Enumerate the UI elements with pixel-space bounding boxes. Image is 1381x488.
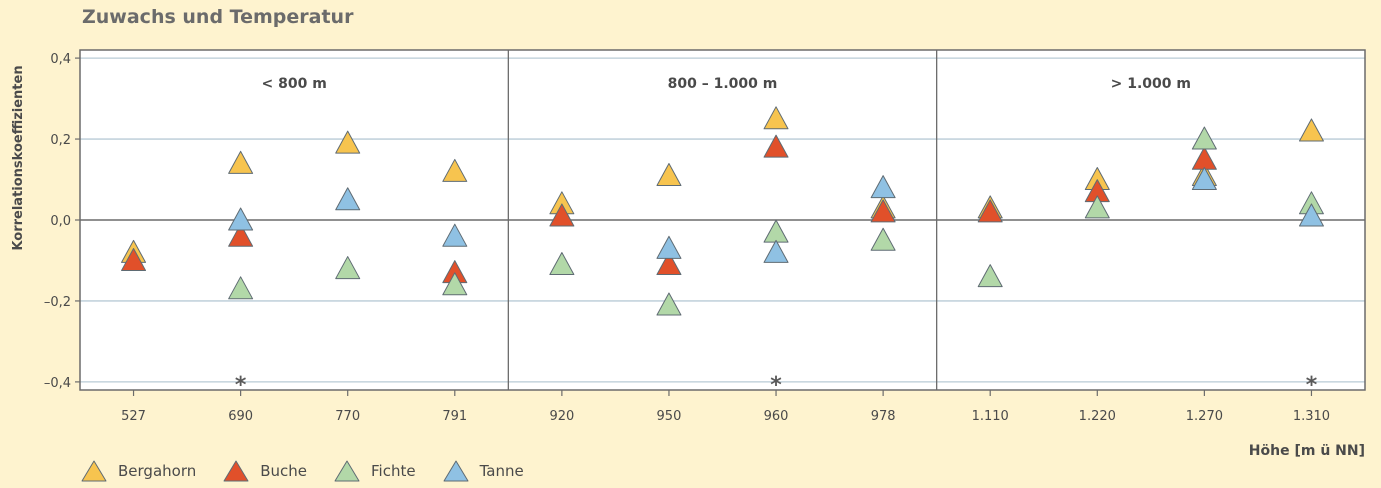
marker-fichte bbox=[656, 292, 682, 316]
x-tick-label: 1.310 bbox=[1293, 409, 1330, 424]
marker-fichte bbox=[870, 227, 896, 251]
marker-tanne bbox=[1191, 167, 1217, 191]
legend-triangle bbox=[223, 460, 249, 482]
marker-tanne bbox=[763, 239, 789, 263]
marker-fichte bbox=[228, 276, 254, 300]
y-tick-label: –0,4 bbox=[44, 376, 71, 391]
x-tick-label: 1.110 bbox=[972, 409, 1009, 424]
legend-item-buche: Buche bbox=[222, 459, 307, 483]
marker-tanne bbox=[656, 235, 682, 259]
marker-bergahorn bbox=[763, 106, 789, 130]
x-tick-label: 920 bbox=[549, 409, 574, 424]
marker-buche bbox=[228, 223, 254, 247]
legend-triangle bbox=[443, 460, 469, 482]
x-tick-label: 770 bbox=[335, 409, 360, 424]
marker-fichte bbox=[977, 264, 1003, 288]
marker-bergahorn bbox=[1298, 118, 1324, 142]
y-tick-label: 0,4 bbox=[50, 52, 71, 67]
legend-label: Buche bbox=[260, 462, 308, 480]
marker-buche bbox=[656, 252, 682, 276]
panel-layer: < 800 m 800 – 1.000 m > 1.000 m bbox=[262, 50, 1191, 390]
significance-mark: * bbox=[1306, 373, 1318, 398]
legend-triangle-icon bbox=[81, 460, 107, 482]
marker-fichte bbox=[549, 252, 575, 276]
legend-item-tanne: Tanne bbox=[442, 459, 524, 483]
marker-tanne bbox=[442, 223, 468, 247]
x-tick-label: 1.220 bbox=[1079, 409, 1116, 424]
x-tick-label: 791 bbox=[442, 409, 467, 424]
panel-label: > 1.000 m bbox=[1111, 76, 1191, 92]
marker-tanne bbox=[870, 175, 896, 199]
marks-layer: * * * bbox=[121, 106, 1324, 398]
significance-mark: * bbox=[770, 373, 782, 398]
panel-label: 800 – 1.000 m bbox=[668, 76, 778, 92]
marker-tanne bbox=[1298, 203, 1324, 227]
x-tick-label: 950 bbox=[657, 409, 682, 424]
chart-title: Zuwachs und Temperatur bbox=[82, 6, 354, 28]
marker-fichte bbox=[1084, 195, 1110, 219]
marker-bergahorn bbox=[656, 162, 682, 186]
marker-buche bbox=[121, 247, 147, 271]
axis-layer: 0,4 0,2 0,0 –0,2 –0,4 527 690 770 791 920 950 960 97… bbox=[44, 52, 1330, 424]
chart-area: < 800 m 800 – 1.000 m > 1.000 m * * * 0,4 0,2… bbox=[11, 49, 1366, 458]
y-tick-label: 0,2 bbox=[50, 133, 71, 148]
marker-fichte bbox=[442, 272, 468, 296]
x-tick-label: 960 bbox=[764, 409, 789, 424]
significance-mark: * bbox=[235, 373, 247, 398]
marker-fichte bbox=[1191, 126, 1217, 150]
marker-buche bbox=[549, 203, 575, 227]
legend-label: Bergahorn bbox=[118, 462, 197, 480]
grid-layer bbox=[80, 57, 1365, 383]
marker-buche bbox=[977, 199, 1003, 223]
x-axis-label: Höhe [m ü NN] bbox=[1249, 443, 1365, 458]
y-tick-label: –0,2 bbox=[44, 295, 71, 310]
marker-bergahorn bbox=[442, 158, 468, 182]
marker-bergahorn bbox=[228, 150, 254, 174]
legend-triangle bbox=[81, 460, 107, 482]
x-tick-label: 690 bbox=[228, 409, 253, 424]
panel-label: < 800 m bbox=[262, 76, 327, 92]
marker-fichte bbox=[335, 256, 361, 280]
legend-label: Tanne bbox=[479, 462, 524, 480]
marker-buche bbox=[870, 199, 896, 223]
legend-label: Fichte bbox=[371, 462, 416, 480]
marker-buche bbox=[763, 134, 789, 158]
legend-item-fichte: Fichte bbox=[333, 459, 416, 483]
legend-triangle-icon bbox=[223, 460, 249, 482]
legend-triangle-icon bbox=[443, 460, 469, 482]
y-axis-label: Korrelationskoeffizienten bbox=[11, 65, 26, 250]
marker-tanne bbox=[228, 207, 254, 231]
x-tick-label: 527 bbox=[121, 409, 146, 424]
x-tick-label: 1.270 bbox=[1186, 409, 1223, 424]
legend: Bergahorn Buche Fichte Tanne bbox=[80, 458, 550, 484]
y-tick-label: 0,0 bbox=[50, 214, 71, 229]
legend-triangle bbox=[334, 460, 360, 482]
legend-item-bergahorn: Bergahorn bbox=[80, 459, 196, 483]
legend-triangle-icon bbox=[334, 460, 360, 482]
marker-tanne bbox=[335, 187, 361, 211]
x-tick-label: 978 bbox=[871, 409, 896, 424]
marker-bergahorn bbox=[335, 130, 361, 154]
